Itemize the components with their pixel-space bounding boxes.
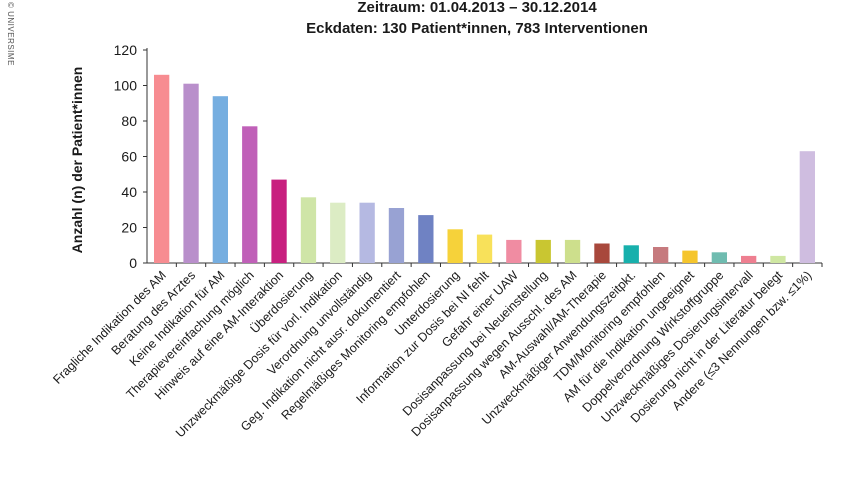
bar	[330, 202, 346, 263]
bar	[653, 247, 669, 263]
bar	[535, 239, 551, 263]
bar	[564, 239, 581, 263]
bar	[154, 74, 170, 263]
bar	[388, 208, 405, 263]
y-axis-label: Anzahl (n) der Patient*innen	[69, 67, 85, 254]
bar	[447, 229, 463, 263]
bar	[359, 202, 375, 263]
bar	[506, 239, 522, 263]
bar	[741, 255, 757, 263]
bar	[183, 83, 199, 263]
copyright-side-text: © UNIVERSIME	[6, 2, 15, 66]
bar	[271, 179, 287, 263]
bar	[418, 215, 434, 263]
bar	[212, 96, 228, 263]
y-tick-label: 80	[121, 113, 137, 129]
bar	[300, 197, 317, 263]
y-tick-labels: 0 20 40 60 80 100 120	[114, 42, 138, 271]
y-tick-label: 40	[121, 184, 137, 200]
y-tick-label: 0	[129, 255, 137, 271]
chart-subtitle: Eckdaten: 130 Patient*innen, 783 Interve…	[306, 20, 648, 37]
bar	[711, 252, 727, 263]
bar	[623, 245, 639, 264]
bars	[154, 74, 815, 264]
y-tick-label: 60	[121, 149, 137, 165]
bar	[594, 243, 610, 263]
bar	[770, 255, 786, 263]
y-tick-label: 100	[114, 78, 138, 94]
chart-title: Zeitraum: 01.04.2013 – 30.12.2014	[357, 0, 597, 16]
y-tick-label: 20	[121, 220, 137, 236]
bar	[682, 250, 698, 263]
bar	[476, 234, 493, 263]
y-tick-label: 120	[114, 42, 138, 58]
bar	[242, 126, 258, 263]
bar	[799, 151, 815, 263]
